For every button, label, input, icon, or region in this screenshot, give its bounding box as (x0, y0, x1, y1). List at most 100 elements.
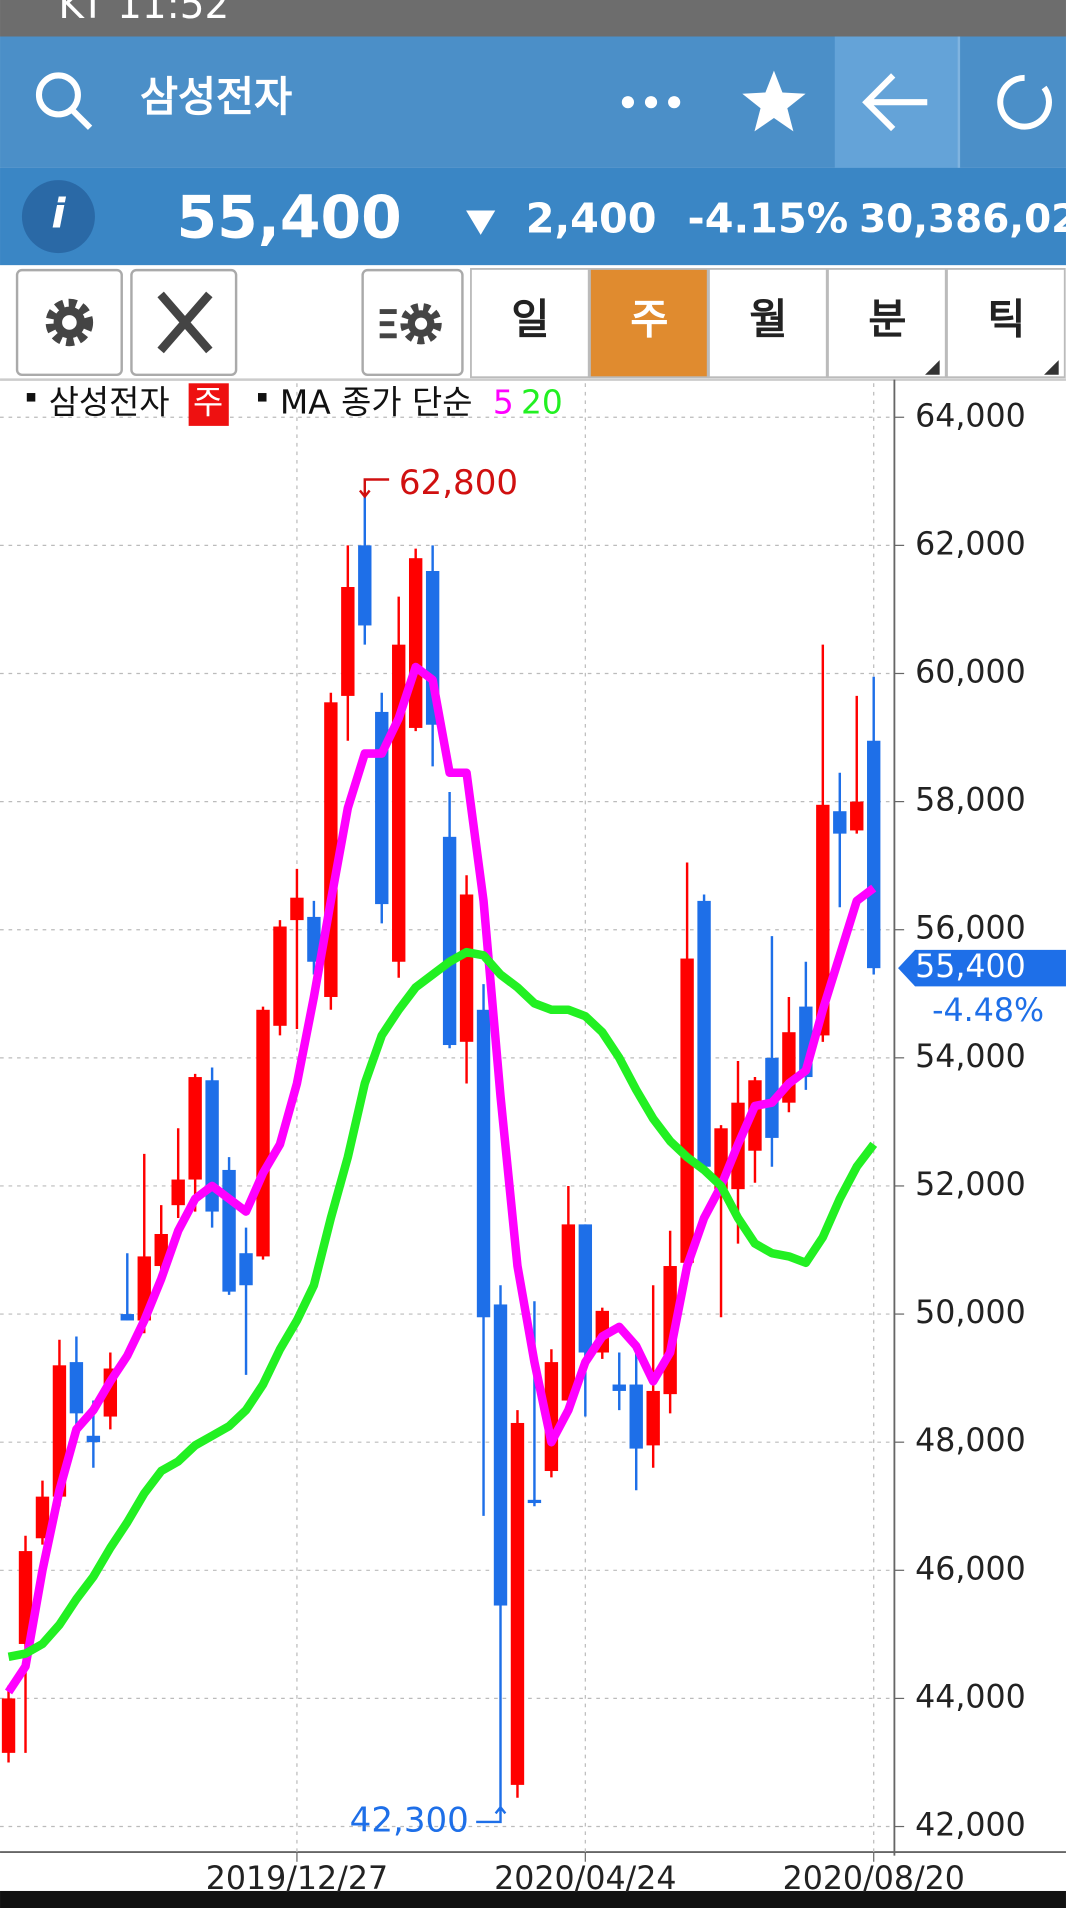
change: 2,400 (526, 194, 657, 242)
tools-button[interactable] (130, 268, 238, 377)
candle (459, 875, 474, 1084)
y-tick-label: 44,000 (915, 1679, 1026, 1715)
refresh-button[interactable] (997, 74, 1052, 130)
back-button[interactable] (862, 73, 928, 132)
tab-bg (827, 268, 947, 379)
tab-label: 틱 (987, 295, 1025, 343)
candle (358, 494, 372, 645)
y-tick-label: 54,000 (915, 1039, 1026, 1075)
y-tick-label: 58,000 (915, 783, 1026, 819)
candle (442, 791, 457, 1049)
candle-body (188, 1077, 202, 1180)
ma-line (4, 662, 877, 1695)
high-label: 62,800 (399, 463, 518, 503)
candle (748, 1077, 762, 1183)
candle (375, 692, 389, 924)
candle (341, 545, 355, 741)
tab-label: 주 (630, 295, 668, 343)
tab-bg (708, 268, 828, 379)
last-price-tag (898, 949, 1066, 987)
quote-bar (0, 167, 1066, 266)
search-button[interactable] (35, 72, 93, 130)
candle-body (697, 900, 711, 1167)
candle (833, 772, 847, 908)
candle-body (680, 958, 694, 1263)
period-tab[interactable]: 월 (708, 268, 828, 379)
candle (290, 868, 304, 1030)
candle (273, 920, 287, 1036)
favorite-button[interactable] (742, 70, 806, 132)
candle-body (290, 897, 304, 921)
candle (850, 695, 864, 834)
candle (816, 644, 830, 1042)
candle-body (341, 587, 355, 696)
candle (205, 1067, 219, 1228)
candle-body (171, 1179, 185, 1206)
y-tick-label: 50,000 (915, 1295, 1026, 1331)
candle (171, 1128, 185, 1218)
candle (476, 984, 491, 1516)
candle (188, 1073, 202, 1212)
candle (392, 596, 406, 978)
x-tick-label: 2020/04/24 (494, 1861, 676, 1897)
y-tick-label: 56,000 (915, 911, 1026, 947)
candle-body (527, 1499, 542, 1504)
chart: 42,000 44,000 46,000 48,000 50,000 52,000 54,0… (0, 383, 1066, 1897)
legend-marker (26, 393, 36, 402)
candle (1, 1685, 16, 1763)
legend-entry: 20 (521, 383, 563, 421)
ma-label: MA 종가 단순 (280, 383, 473, 421)
y-tick-label: 52,000 (915, 1167, 1026, 1203)
volume: 30,386,029 (859, 197, 1066, 242)
more-button[interactable] (621, 96, 681, 109)
candle (239, 1227, 253, 1375)
info-button[interactable] (21, 180, 95, 254)
down-arrow (466, 210, 496, 235)
period-tab[interactable]: 일 (470, 268, 590, 379)
tab-label: 분 (868, 295, 906, 343)
low-label: 42,300 (350, 1800, 469, 1840)
candle-body (69, 1362, 84, 1414)
legend-entry: 5 (493, 383, 514, 421)
settings-button[interactable] (15, 268, 123, 377)
header-title: 삼성전자 (140, 73, 292, 121)
candle (493, 1285, 508, 1808)
candle (222, 1157, 236, 1295)
y-tick-label: 46,000 (915, 1551, 1026, 1587)
candle-body (459, 894, 474, 1042)
candle (867, 676, 881, 975)
candle-body (205, 1080, 219, 1212)
candle-body (629, 1384, 643, 1449)
tab-label: 일 (511, 295, 549, 343)
candle-body (120, 1314, 134, 1321)
tab-bg (470, 268, 590, 379)
candle-body (833, 811, 847, 834)
tab-bg (946, 268, 1066, 379)
candle-body (324, 702, 338, 997)
candle (510, 1410, 525, 1798)
period-tab[interactable]: 주 (589, 268, 709, 379)
period-label: 주 (193, 383, 223, 421)
candle-body (476, 1009, 491, 1318)
y-tick-label: 48,000 (915, 1423, 1026, 1459)
y-tick-label: 62,000 (915, 526, 1026, 562)
price: 55,400 (176, 184, 401, 252)
tab-label: 월 (749, 295, 787, 343)
candle (408, 548, 423, 732)
indicator-button[interactable] (361, 268, 464, 377)
candle-body (358, 545, 372, 626)
candle-body (442, 836, 457, 1046)
candle-body (222, 1169, 236, 1292)
high-marker (358, 478, 390, 499)
candle-body (612, 1384, 626, 1391)
period-tab[interactable]: 틱 (946, 268, 1066, 379)
low-marker (476, 1805, 507, 1824)
candle (527, 1301, 542, 1507)
candle (578, 1224, 593, 1417)
y-tick-label: 64,000 (915, 398, 1026, 434)
candle-body (578, 1224, 593, 1353)
candle-body (493, 1304, 508, 1606)
y-tick-label: 42,000 (915, 1808, 1026, 1844)
period-tab[interactable]: 분 (827, 268, 947, 379)
